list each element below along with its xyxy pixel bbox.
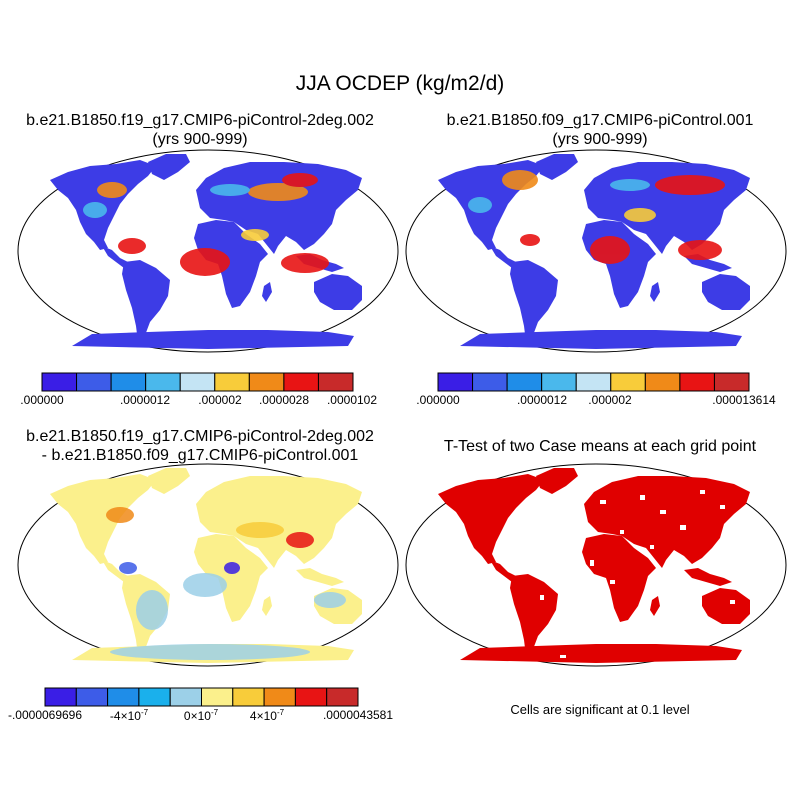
colorbar-swatch [679, 372, 715, 392]
colorbar-swatch [107, 687, 140, 707]
colorbar-swatch [248, 372, 285, 392]
colorbar-case1-label: .0000028 [258, 393, 310, 407]
map-case1 [17, 149, 399, 353]
map-case2 [405, 149, 787, 353]
colorbar-diff-label: .0000043581 [322, 708, 394, 722]
panel-title-case2: b.e21.B1850.f09_g17.CMIP6-piControl.001 … [400, 111, 800, 149]
colorbar-case2-label: .0000012 [516, 393, 568, 407]
colorbar-swatch [610, 372, 646, 392]
colorbar-diff-label: 4×10-7 [249, 708, 285, 723]
colorbar-swatch [145, 372, 181, 392]
colorbar-swatch [506, 372, 543, 392]
colorbar-case2-label: .000000 [416, 393, 460, 407]
panel-title-diff: b.e21.B1850.f19_g17.CMIP6-piControl-2deg… [0, 427, 400, 465]
colorbar-swatch [317, 372, 354, 392]
figure-title: JJA OCDEP (kg/m2/d) [295, 72, 505, 95]
map-case2-hotspots [468, 170, 725, 264]
colorbar-swatch [644, 372, 681, 392]
panel-title-case1: b.e21.B1850.f19_g17.CMIP6-piControl-2deg… [0, 111, 400, 149]
colorbar-swatch [294, 687, 328, 707]
colorbar-case1-label: .000000 [20, 393, 64, 407]
significance-note: Cells are significant at 0.1 level [510, 702, 690, 717]
colorbar-swatch [214, 372, 250, 392]
colorbar-case2-label: .000002 [588, 393, 632, 407]
colorbar-swatch [575, 372, 612, 392]
colorbar-case2-label: .000013614 [712, 393, 776, 407]
colorbar-swatch [437, 372, 474, 392]
colorbar-case2 [437, 372, 750, 392]
map-diff [17, 463, 399, 667]
colorbar-diff-label: -4×10-7 [109, 708, 149, 723]
map-case1-hotspots [83, 173, 329, 276]
colorbar-swatch [138, 687, 171, 707]
map-diff-anomalies [106, 507, 346, 660]
colorbar-swatch [713, 372, 750, 392]
panel-title-case1-line2: (yrs 900-999) [152, 131, 248, 148]
panel-title-ttest: T-Test of two Case means at each grid po… [443, 438, 757, 455]
colorbar-swatch [179, 372, 216, 392]
panel-title-diff-line1: b.e21.B1850.f19_g17.CMIP6-piControl-2deg… [26, 428, 374, 445]
colorbar-diff-label: -.0000069696 [7, 708, 83, 722]
panel-title-case1-line1: b.e21.B1850.f19_g17.CMIP6-piControl-2deg… [26, 112, 374, 129]
colorbar-swatch [75, 687, 109, 707]
panel-title-case2-line2: (yrs 900-999) [552, 131, 648, 148]
colorbar-case1-label: .000002 [198, 393, 242, 407]
colorbar-swatch [283, 372, 319, 392]
colorbar-swatch [201, 687, 234, 707]
panel-title-case2-line1: b.e21.B1850.f09_g17.CMIP6-piControl.001 [446, 112, 754, 129]
map-ttest [405, 463, 787, 667]
map-ttest-insignificant-cells [515, 490, 735, 658]
colorbar-swatch [263, 687, 296, 707]
colorbar-swatch [76, 372, 112, 392]
colorbar-swatch [541, 372, 577, 392]
panel-title-diff-line2: - b.e21.B1850.f09_g17.CMIP6-piControl.00… [41, 447, 359, 464]
colorbar-case1 [41, 372, 354, 392]
colorbar-diff [44, 687, 359, 707]
colorbar-swatch [44, 687, 77, 707]
colorbar-swatch [41, 372, 78, 392]
colorbar-case1-label: .0000102 [326, 393, 378, 407]
colorbar-swatch [169, 687, 202, 707]
colorbar-swatch [326, 687, 359, 707]
colorbar-swatch [110, 372, 147, 392]
colorbar-diff-label: 0×10-7 [183, 708, 219, 723]
colorbar-swatch [472, 372, 508, 392]
colorbar-case1-label: .0000012 [119, 393, 171, 407]
colorbar-swatch [232, 687, 265, 707]
